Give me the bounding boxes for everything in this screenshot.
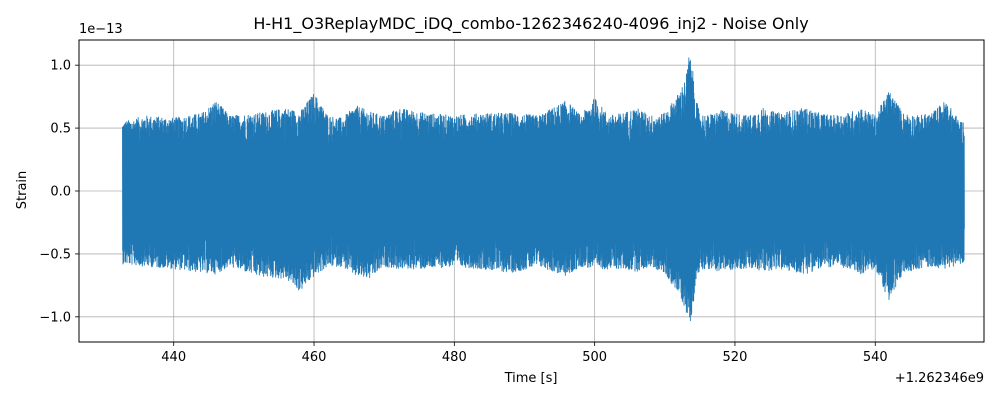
chart-title: H-H1_O3ReplayMDC_iDQ_combo-1262346240-40… bbox=[253, 14, 808, 34]
strain-series-line bbox=[122, 57, 965, 322]
x-tick-label-2: 480 bbox=[442, 350, 467, 365]
x-tick-label-5: 540 bbox=[863, 350, 888, 365]
x-tick-label-0: 440 bbox=[161, 350, 186, 365]
x-axis: 440 460 480 500 520 540 bbox=[161, 342, 888, 365]
x-axis-label: Time [s] bbox=[504, 371, 558, 386]
y-tick-label-0: −1.0 bbox=[39, 310, 71, 325]
y-tick-label-3: 0.5 bbox=[50, 122, 71, 137]
x-tick-label-3: 500 bbox=[582, 350, 607, 365]
y-tick-label-1: −0.5 bbox=[39, 247, 71, 262]
y-scale-label: 1e−13 bbox=[79, 22, 123, 37]
y-tick-label-4: 1.0 bbox=[50, 59, 71, 74]
x-offset-label: +1.262346e9 bbox=[895, 371, 984, 386]
x-tick-label-4: 520 bbox=[723, 350, 748, 365]
y-axis: −1.0 −0.5 0.0 0.5 1.0 bbox=[39, 59, 79, 325]
x-tick-label-1: 460 bbox=[302, 350, 327, 365]
y-axis-label: Strain bbox=[15, 171, 30, 210]
y-tick-label-2: 0.0 bbox=[50, 185, 71, 200]
series-group bbox=[122, 57, 965, 322]
